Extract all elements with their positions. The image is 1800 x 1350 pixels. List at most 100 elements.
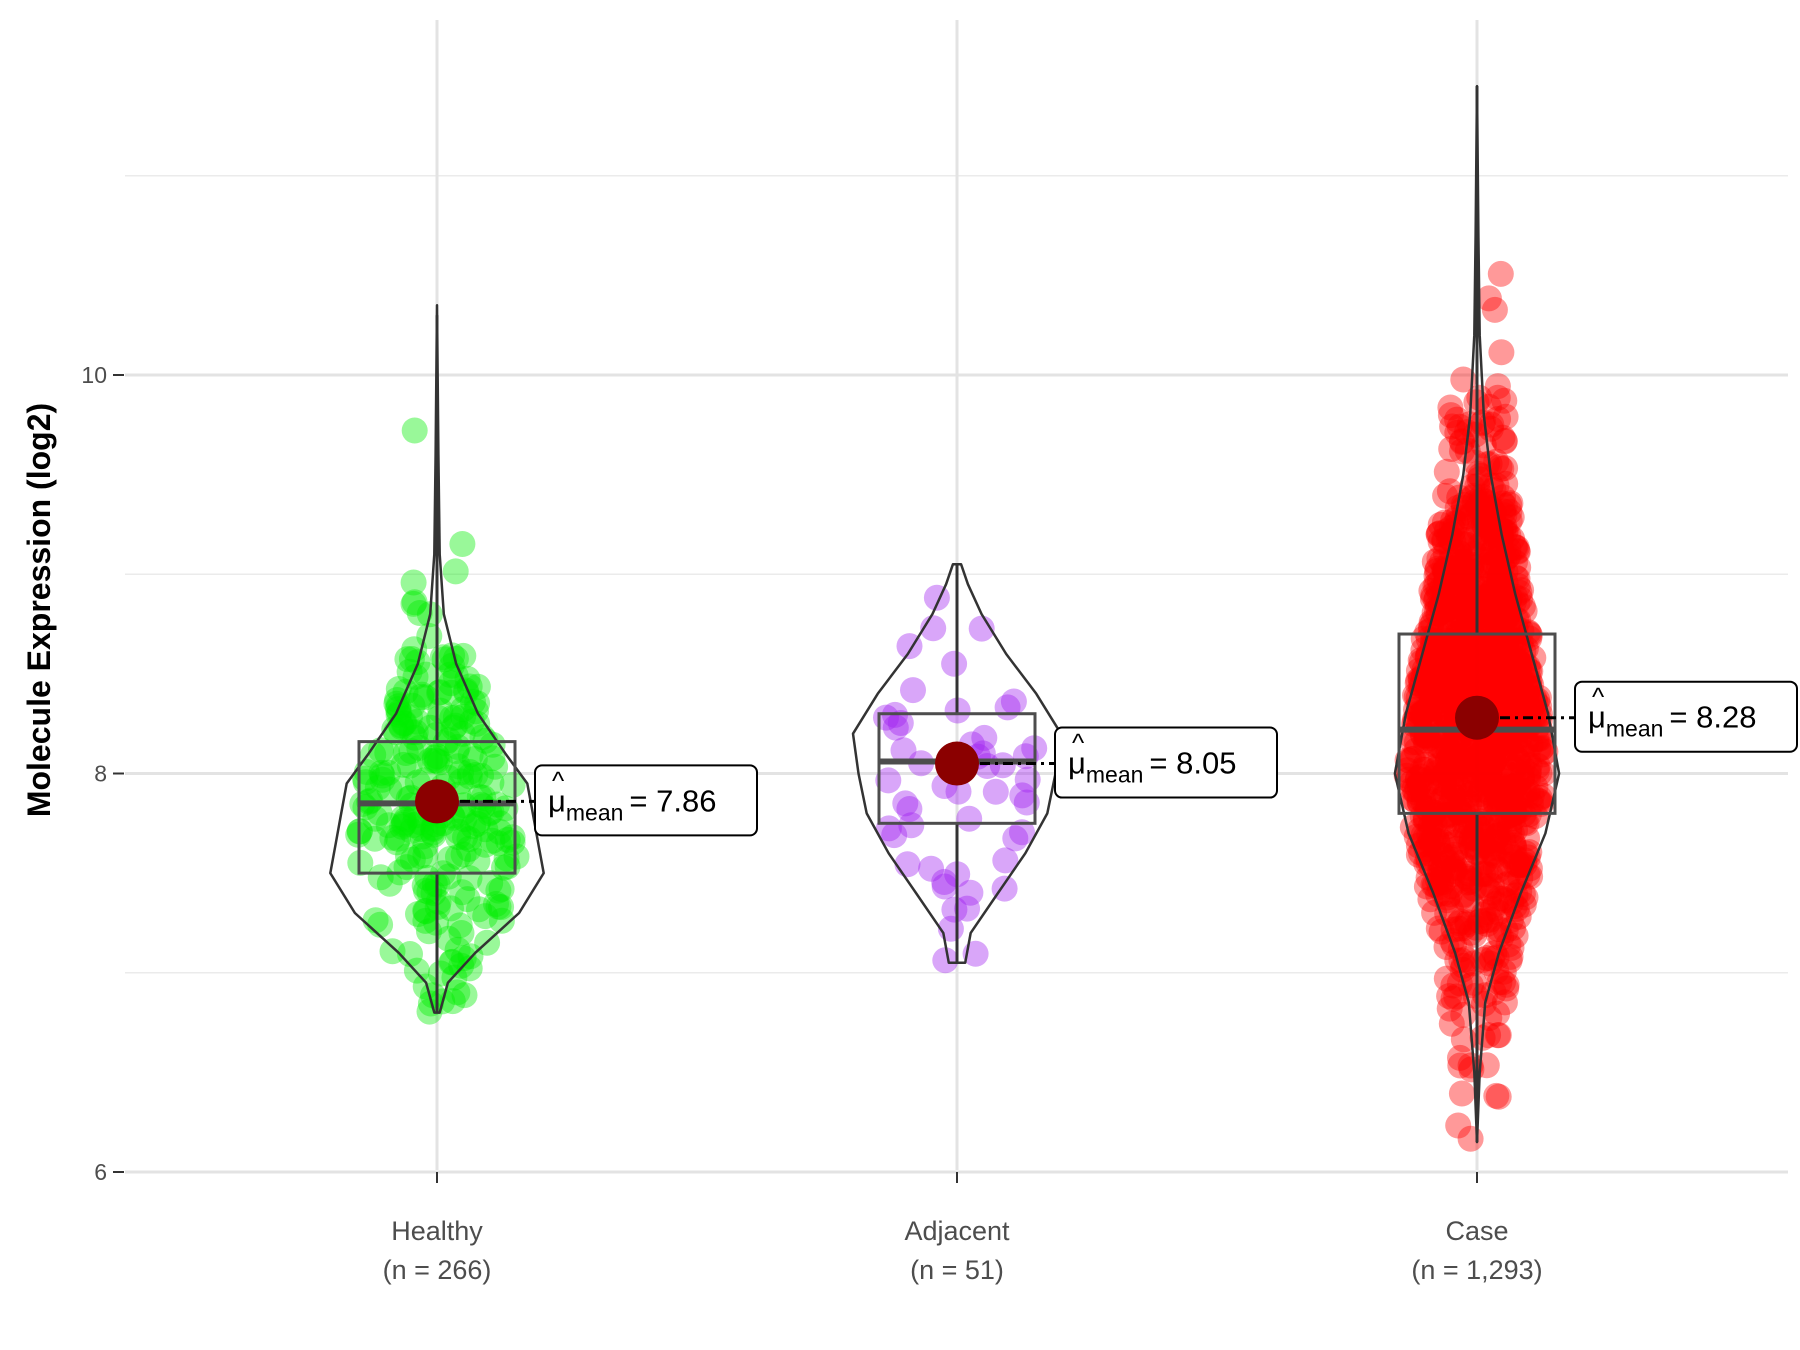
data-point [405,901,431,927]
data-point [420,821,447,848]
data-point [456,955,483,982]
data-point [1444,633,1471,660]
data-point [1469,652,1496,679]
data-point [991,875,1018,902]
group-case: ^μmean = 8.28 [1393,84,1798,1152]
data-point [1482,854,1509,881]
data-point [1432,801,1459,828]
data-point [1487,260,1514,287]
data-point [1527,735,1554,762]
data-point [1477,835,1504,862]
data-point [1454,824,1481,851]
data-point [1450,606,1477,633]
data-point [1476,763,1503,790]
data-point [1449,611,1476,638]
mean-label-box [534,764,758,837]
data-point [444,936,471,963]
data-point [1455,503,1482,530]
data-point [1481,772,1508,799]
data-point [1454,591,1481,618]
data-point [1437,655,1463,682]
data-point [1493,682,1520,709]
data-point [1404,670,1431,697]
data-point [401,724,428,751]
data-point [1489,553,1516,580]
data-point [412,907,439,934]
data-point [1442,757,1469,784]
data-point [1515,758,1542,785]
data-point [1454,911,1481,938]
data-point [1457,649,1484,676]
data-point [1482,598,1509,624]
data-point [424,747,450,774]
data-point [1442,747,1469,774]
data-point [376,776,403,803]
data-point [1426,732,1453,759]
data-point [1505,671,1532,697]
data-point [1404,765,1431,792]
data-point [1463,651,1490,678]
data-point [406,600,433,626]
data-point [1477,596,1504,622]
data-point [448,952,475,979]
data-point [1446,744,1473,771]
data-point [1509,677,1536,704]
data-point [1452,632,1479,658]
data-point [1477,616,1504,643]
data-point [1437,634,1464,661]
data-point [1493,872,1520,898]
data-point [1449,753,1476,779]
data-point [1509,881,1536,908]
data-point [1427,744,1454,771]
data-point [1479,554,1506,581]
data-point [479,731,506,758]
data-point [1476,752,1503,779]
data-point [1516,674,1543,701]
data-point [1430,661,1457,688]
data-point [1454,909,1481,936]
data-point [1518,686,1545,713]
data-point [1438,772,1465,799]
data-point [1434,760,1461,787]
data-point [1423,674,1450,701]
data-point [1454,437,1481,464]
data-point [1418,827,1445,854]
data-point [1425,636,1452,663]
data-point [1440,855,1467,882]
data-point [1511,809,1538,836]
data-point [390,710,417,737]
y-axis-label: Molecule Expression (log2) [21,403,57,817]
data-point [1503,702,1530,729]
data-point [1497,702,1524,729]
data-point [1493,971,1520,998]
data-point [1484,384,1511,411]
data-point [435,863,462,890]
data-point [412,684,439,711]
data-point [1471,658,1498,685]
data-point [439,988,466,1015]
data-point [375,812,402,839]
data-point [1493,599,1520,625]
data-point [381,716,408,743]
data-point [1425,521,1452,548]
data-point [1414,665,1441,692]
data-point [1469,665,1496,692]
data-point [1462,745,1488,772]
data-point [1395,766,1422,793]
data-point [1500,755,1527,782]
data-point [404,708,431,735]
data-point [1494,870,1521,897]
data-point [1432,781,1459,808]
data-point [1442,858,1468,885]
data-point [1427,568,1453,595]
data-point [1431,810,1458,837]
data-point [1488,727,1515,754]
data-point [1399,746,1426,773]
x-tick-label-count: (n = 266) [383,1255,492,1285]
data-point [1440,861,1467,888]
data-point [1491,518,1518,545]
data-point [1483,472,1510,499]
data-point [1494,598,1521,625]
data-point [1501,832,1527,859]
data-point [1506,687,1533,714]
